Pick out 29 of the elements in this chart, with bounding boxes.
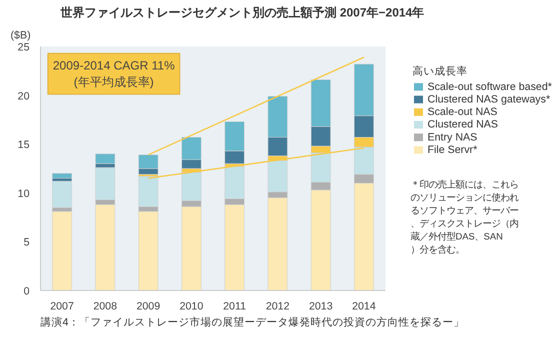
bar xyxy=(95,154,116,164)
x-tick-label: 2009 xyxy=(136,300,160,312)
y-tick-label: 0 xyxy=(24,286,30,298)
legend-label: Entry NAS xyxy=(428,131,478,144)
y-tick-label: 5 xyxy=(24,236,30,249)
x-tick-label: 2010 xyxy=(180,300,204,312)
x-tick-label: 2008 xyxy=(93,300,118,312)
legend-label: Scale-out software based* xyxy=(428,80,552,93)
annotation: 2009-2014 CAGR 11% (年平均成長率) xyxy=(52,58,176,90)
bar xyxy=(52,173,72,179)
x-tick-label: 2007 xyxy=(50,300,74,312)
legend-label: File Servr* xyxy=(428,144,478,156)
y-tick-label: 10 xyxy=(18,188,30,200)
legend-label: Scale-out NAS xyxy=(428,106,498,118)
y-axis-title: ($B) xyxy=(10,30,31,42)
y-tick-label: 20 xyxy=(18,90,30,102)
x-tick-label: 2013 xyxy=(308,300,333,312)
legend-label: Clustered NAS xyxy=(428,118,498,131)
bar xyxy=(52,180,72,208)
x-tick-label: 2011 xyxy=(223,300,246,312)
legend-title: 高い成長率 xyxy=(412,64,468,78)
y-tick-label: 15 xyxy=(18,139,30,152)
text: ＊印の売上額には、これらのソリューションに使われるソフトウェア、サーバー、ディスクストレージ（内蔵／外付型DAS、SAN）分を含む。 xyxy=(410,179,518,254)
text: 講演4：「ファイルストレージ市場の展望ーデータ爆発時代の投資の方向性を探るー」 xyxy=(40,316,464,328)
legend-label: Clustered NAS gateways* xyxy=(428,94,550,106)
chart-title: 世界ファイルストレージセグメント別の売上額予測 2007年−2014年 xyxy=(60,6,424,20)
y-tick-label: 25 xyxy=(18,42,30,54)
x-tick-label: 2012 xyxy=(266,300,290,312)
x-tick-label: 2014 xyxy=(352,300,376,312)
